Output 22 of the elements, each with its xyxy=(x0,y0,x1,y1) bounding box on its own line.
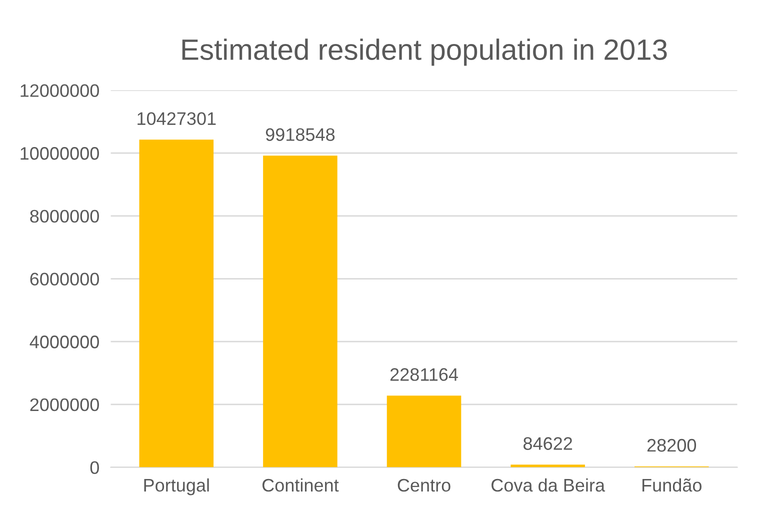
x-tick-label: Cova da Beira xyxy=(492,478,606,492)
y-tick-label: 4000000 xyxy=(30,336,99,348)
data-label: 28200 xyxy=(647,438,696,452)
bar xyxy=(263,156,338,468)
data-label: 84622 xyxy=(524,437,572,450)
y-tick-label: 6000000 xyxy=(30,272,99,286)
x-tick-label: Centro xyxy=(398,478,450,492)
y-tick-label: 2000000 xyxy=(30,398,99,412)
y-tick-label: 10000000 xyxy=(20,147,99,160)
data-label: 2281164 xyxy=(390,368,458,381)
y-tick-label: 0 xyxy=(90,461,99,474)
chart-title: Estimated resident population in 2013 xyxy=(182,38,667,66)
x-tick-label: Portugal xyxy=(144,478,209,496)
bar xyxy=(386,396,462,468)
data-label: 10427301 xyxy=(138,112,216,125)
y-tick-label: 12000000 xyxy=(20,84,99,97)
bar xyxy=(510,464,585,468)
x-tick-label: Continent xyxy=(262,478,339,492)
bar xyxy=(139,140,214,468)
data-label: 9918548 xyxy=(266,128,335,141)
y-tick-label: 8000000 xyxy=(30,210,99,223)
x-tick-label: Fundão xyxy=(642,478,702,492)
